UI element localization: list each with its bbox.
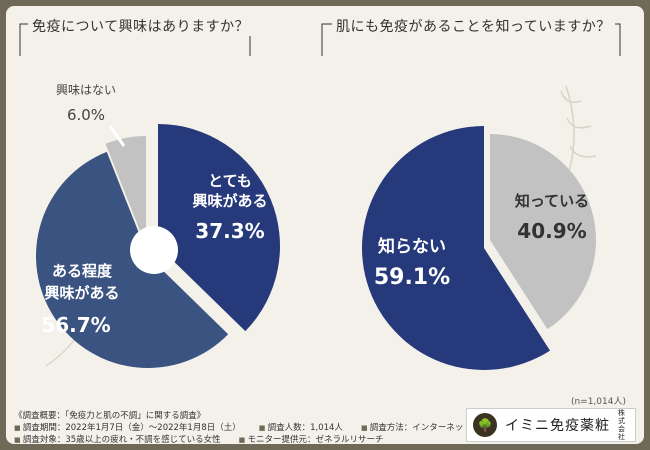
pie-awareness: 知っている 40.9% 知らない 59.1%	[361, 126, 597, 370]
slice-1-label-line2: 興味がある	[44, 284, 119, 302]
slice-2-label: 興味はない	[56, 83, 116, 97]
tree-logo-icon: 🌳	[473, 413, 497, 437]
pie-interest-slice-0	[158, 124, 280, 332]
survey-title: 《調査概要：「免疫力と肌の不調」に関する調査》	[14, 411, 206, 421]
pie-awareness-slice-0	[490, 134, 597, 330]
slice-1-label-line1: ある程度	[52, 262, 113, 280]
pie-awareness-slice-1	[361, 126, 551, 370]
sample-size-label: (n=1,014人)	[570, 397, 626, 407]
right-question-title: 肌にも免疫があることを知っていますか？	[332, 16, 615, 36]
donut-hole	[130, 226, 178, 274]
awareness-slice-0-label: 知っている	[515, 192, 589, 210]
slice-0-label-line1: とても	[208, 172, 252, 190]
slice-2-value: 6.0%	[67, 106, 105, 124]
survey-row-2: 調査対象：35歳以上の疲れ・不調を感じている女性 モニター提供元：ゼネラルリサー…	[14, 434, 474, 444]
left-question-title: 免疫について興味はありますか？	[28, 16, 254, 36]
survey-period: 調査期間：2022年1月7日（金）〜2022年1月8日（土）	[14, 422, 241, 434]
survey-provider: モニター提供元：ゼネラルリサーチ	[239, 434, 384, 444]
survey-method: 調査方法：インターネット調査	[361, 422, 489, 434]
survey-row-1: 調査期間：2022年1月7日（金）〜2022年1月8日（土） 調査人数：1,01…	[14, 422, 489, 434]
company-suffix: 株式会社	[618, 409, 625, 441]
infographic-frame: とても 興味がある 37.3% ある程度 興味がある 56.7% 興味はない 6.0% 知って…	[6, 6, 644, 444]
awareness-slice-0-value: 40.9%	[517, 219, 586, 243]
pie-interest-slice-1	[36, 151, 229, 369]
pie-interest-slice-2	[105, 136, 146, 246]
survey-summary: 《調査概要：「免疫力と肌の不調」に関する調査》 調査期間：2022年1月7日（金…	[14, 410, 489, 444]
company-name: イミニ免疫薬粧	[505, 418, 610, 434]
slice-2-leader-line	[108, 125, 126, 147]
survey-count: 調査人数：1,014人	[259, 422, 343, 434]
company-logo: 🌳 イミニ免疫薬粧 株式会社	[466, 408, 636, 442]
survey-target: 調査対象：35歳以上の疲れ・不調を感じている女性	[14, 434, 221, 444]
slice-1-value: 56.7%	[41, 313, 110, 337]
slice-0-label-line2: 興味がある	[192, 192, 267, 210]
awareness-slice-1-value: 59.1%	[374, 265, 450, 290]
awareness-slice-1-label: 知らない	[377, 236, 446, 257]
slice-0-value: 37.3%	[195, 219, 264, 243]
